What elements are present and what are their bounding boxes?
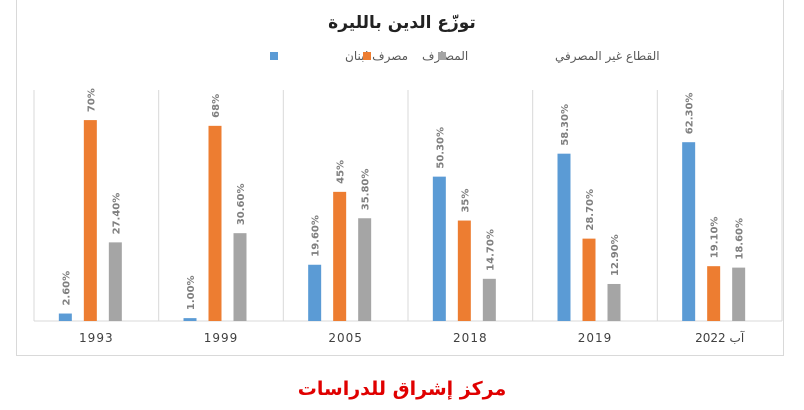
legend-swatch-2 bbox=[363, 52, 371, 60]
legend-label-1: مصرف لبنان bbox=[345, 49, 408, 64]
bar-2-4 bbox=[457, 220, 471, 321]
footer-credit: مركز إشراق للدراسات bbox=[297, 378, 507, 400]
x-tick-label: 2005 bbox=[328, 331, 363, 345]
bar-3-5 bbox=[607, 283, 621, 321]
data-label-3-5: 12.90% bbox=[610, 234, 621, 276]
data-label-3-2: 30.60% bbox=[236, 184, 247, 226]
data-label-2-3: 45% bbox=[336, 160, 347, 184]
legend-label-3: القطاع غير المصرفي bbox=[555, 49, 660, 64]
bar-2-2 bbox=[208, 125, 222, 321]
data-label-2-2: 68% bbox=[211, 94, 222, 118]
data-label-1-5: 58.30% bbox=[560, 104, 571, 146]
chart-frame bbox=[16, 0, 784, 356]
data-label-2-1: 70% bbox=[86, 88, 97, 112]
x-tick-label: آب 2022 bbox=[695, 330, 745, 345]
bar-1-4 bbox=[432, 176, 446, 321]
data-label-3-4: 14.70% bbox=[485, 229, 496, 271]
bar-2-6 bbox=[707, 266, 721, 321]
data-label-2-5: 28.70% bbox=[585, 189, 596, 231]
bar-3-1 bbox=[108, 242, 122, 321]
bar-2-3 bbox=[333, 191, 347, 321]
bar-2-1 bbox=[83, 120, 97, 321]
data-label-1-2: 1.00% bbox=[186, 275, 197, 310]
bar-2-5 bbox=[582, 238, 596, 321]
bar-1-1 bbox=[58, 313, 72, 321]
legend-swatch-3 bbox=[438, 52, 446, 60]
bar-1-6 bbox=[682, 142, 696, 321]
data-label-1-6: 62.30% bbox=[685, 93, 696, 135]
x-tick-label: 2018 bbox=[453, 331, 488, 345]
chart-title: توزّع الدين بالليرة bbox=[328, 13, 476, 33]
legend-swatch-1 bbox=[270, 52, 278, 60]
bar-3-6 bbox=[732, 267, 746, 321]
data-label-3-1: 27.40% bbox=[111, 193, 122, 235]
bar-3-3 bbox=[358, 218, 372, 321]
bar-3-2 bbox=[233, 233, 247, 321]
data-label-1-1: 2.60% bbox=[61, 271, 72, 306]
bar-1-5 bbox=[557, 153, 571, 321]
bar-1-3 bbox=[308, 264, 322, 321]
data-label-2-6: 19.10% bbox=[710, 217, 721, 259]
x-tick-label: 1999 bbox=[204, 331, 239, 345]
data-label-3-3: 35.80% bbox=[361, 169, 372, 211]
data-label-1-3: 19.60% bbox=[311, 215, 322, 257]
x-tick-label: 2019 bbox=[578, 331, 613, 345]
data-label-3-6: 18.60% bbox=[735, 218, 746, 260]
data-label-2-4: 35% bbox=[460, 189, 471, 213]
bar-1-2 bbox=[183, 318, 197, 321]
x-tick-label: 1993 bbox=[79, 331, 114, 345]
bar-3-4 bbox=[482, 278, 496, 321]
data-label-1-4: 50.30% bbox=[435, 127, 446, 169]
